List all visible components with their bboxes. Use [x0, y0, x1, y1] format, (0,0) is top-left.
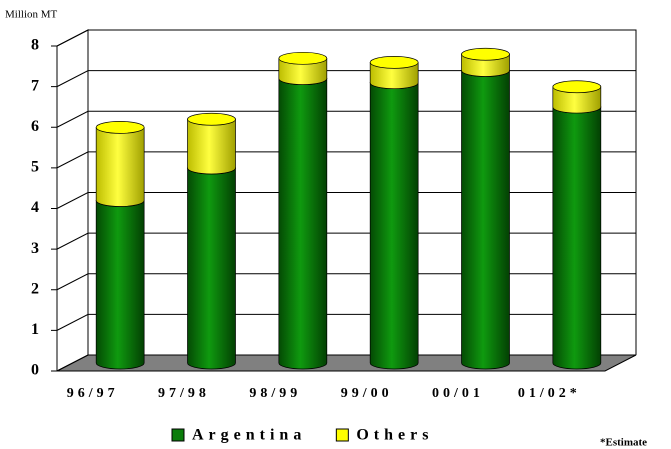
legend-swatch — [335, 428, 349, 442]
y-tick-label: 3 — [31, 240, 39, 257]
grid-line — [56, 70, 636, 88]
x-tick-label: 98/99 — [249, 386, 301, 401]
legend-label: Others — [356, 427, 433, 444]
bar-segment — [369, 82, 419, 370]
grid-line — [56, 151, 636, 169]
grid-line — [56, 110, 636, 128]
grid-line — [56, 232, 636, 250]
y-tick-label: 6 — [31, 118, 39, 135]
bar-segment — [187, 118, 236, 175]
x-tick-label: 99/00 — [341, 386, 393, 401]
x-tick-label: 96/97 — [67, 386, 119, 401]
grid-line — [56, 192, 636, 209]
y-tick-label: 5 — [31, 159, 39, 176]
grid-line — [56, 313, 636, 331]
x-tick-label: 00/01 — [432, 386, 484, 401]
bar-cap — [95, 121, 145, 134]
bar-segment — [278, 78, 328, 370]
bar-cap — [552, 80, 602, 94]
bar-segment — [369, 62, 419, 90]
bar-segment — [95, 127, 145, 207]
x-tick-label: 01/02* — [518, 386, 581, 401]
x-tick-label: 97/98 — [158, 386, 210, 401]
bar-cap — [369, 56, 419, 69]
y-tick-label: 8 — [31, 37, 39, 54]
bar-cap — [278, 51, 328, 65]
y-tick-label: 1 — [31, 321, 39, 338]
bar-segment — [552, 86, 602, 114]
bar-segment — [187, 167, 236, 370]
bar-segment — [95, 200, 145, 370]
bar-cap — [187, 112, 236, 126]
legend-label: Argentina — [192, 427, 306, 444]
y-tick-label: 4 — [31, 199, 39, 216]
bar-segment — [552, 106, 602, 370]
bar-segment — [461, 70, 510, 370]
bar-segment — [278, 57, 328, 85]
grid-line — [56, 354, 636, 372]
y-axis-label: Million MT — [5, 9, 58, 21]
grid-line — [56, 273, 636, 291]
y-tick-label: 7 — [31, 77, 39, 94]
y-tick-label: 2 — [31, 280, 39, 297]
grid-line — [56, 29, 636, 47]
legend-swatch — [171, 428, 185, 442]
y-tick-label: 0 — [31, 362, 39, 379]
bar-cap — [461, 47, 510, 61]
note: *Estimate — [600, 437, 647, 449]
